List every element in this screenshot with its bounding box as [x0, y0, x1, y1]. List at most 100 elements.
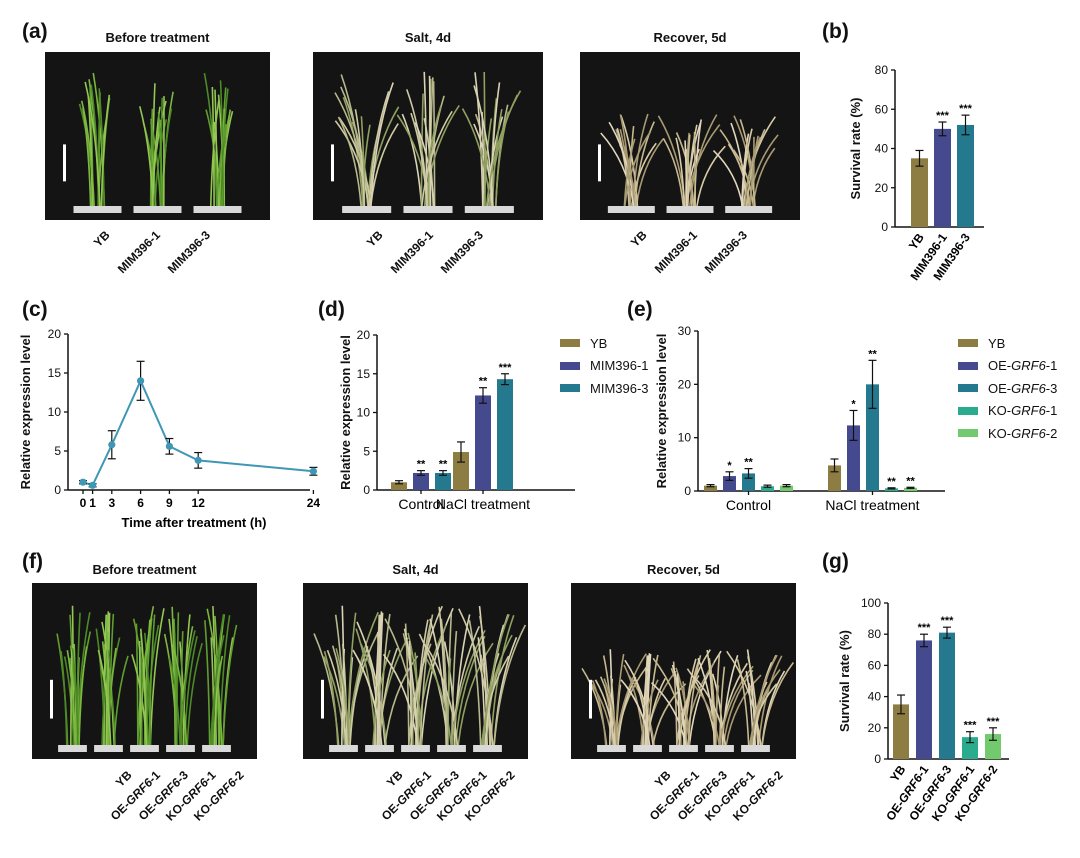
leaf — [100, 94, 111, 207]
panel-e-letter: (e) — [627, 298, 653, 321]
leaf — [410, 112, 428, 207]
leaf — [149, 108, 154, 207]
leaf — [410, 605, 443, 746]
panel-b-letter: (b) — [822, 20, 849, 43]
y-axis-label: Relative expression level — [338, 335, 353, 490]
leaf — [594, 679, 616, 746]
legend-label: KO-GRF6-1 — [988, 403, 1058, 419]
leaf — [432, 81, 436, 207]
y-axis-label: Survival rate (%) — [848, 98, 863, 200]
leaf — [623, 131, 651, 207]
photo-f1 — [32, 583, 257, 759]
legend-label: YB — [988, 335, 1006, 351]
y-tick-label: 5 — [363, 444, 370, 458]
leaf — [352, 649, 383, 746]
photo-f1-title: Before treatment — [92, 562, 197, 577]
photo-f3-title: Recover, 5d — [647, 562, 720, 577]
bar — [904, 487, 917, 491]
leaf — [211, 86, 215, 207]
leaf — [220, 88, 229, 207]
legend-swatch — [560, 361, 580, 370]
leaf — [620, 679, 651, 746]
data-point — [89, 481, 97, 489]
plant-photo-svg — [50, 605, 238, 752]
leaf — [761, 661, 795, 746]
leaf — [454, 635, 486, 746]
pot-tray — [725, 206, 773, 213]
y-tick-label: 0 — [684, 484, 691, 498]
x-tick-label: Control — [398, 496, 443, 512]
bar — [957, 124, 974, 227]
photo-a2-title: Salt, 4d — [404, 30, 452, 45]
leaf — [494, 111, 510, 207]
significance-label: * — [727, 460, 732, 472]
data-point — [79, 478, 87, 486]
leaf — [671, 664, 686, 746]
legend-d-mim396-1: MIM396-1 — [560, 355, 649, 378]
leaf — [642, 655, 650, 746]
leaf — [323, 656, 346, 746]
leaf — [179, 630, 196, 746]
photo-f2-title: Salt, 4d — [392, 562, 439, 577]
leaf — [689, 114, 718, 207]
leaf — [651, 682, 687, 746]
leaf — [354, 109, 366, 207]
pot-tray — [342, 206, 392, 213]
pot-tray — [130, 745, 159, 752]
pot-tray — [58, 745, 87, 752]
leaf — [623, 138, 636, 207]
leaf — [70, 648, 73, 746]
data-point — [165, 442, 173, 450]
leaf — [171, 606, 176, 746]
a1-label-mim396-1: MIM396-1 — [114, 228, 163, 277]
pot-tray — [133, 206, 182, 213]
leaf — [744, 136, 762, 207]
leaf — [349, 646, 369, 746]
legend-e-item: KO-GRF6-2 — [958, 422, 1057, 445]
leaf — [609, 675, 616, 746]
scale-bar — [50, 679, 53, 719]
leaf — [741, 133, 750, 207]
legend-label: YB — [590, 335, 608, 351]
y-axis-label: Survival rate (%) — [837, 630, 852, 732]
a1-label-yb: YB — [91, 228, 113, 250]
bar — [435, 472, 451, 490]
bar — [916, 640, 932, 759]
bar — [704, 485, 717, 491]
leaf — [710, 668, 717, 746]
photo-a1-title: Before treatment — [105, 30, 210, 45]
pot-tray — [202, 745, 231, 752]
pot-tray — [597, 745, 626, 752]
panel-f-letter: (f) — [22, 550, 43, 573]
legend-swatch — [958, 339, 978, 348]
y-tick-label: 20 — [357, 328, 371, 342]
leaf — [483, 118, 493, 207]
y-tick-label: 0 — [54, 483, 61, 497]
significance-label: *** — [499, 362, 513, 374]
leaf — [409, 646, 414, 746]
x-tick-label: NaCl treatment — [436, 496, 530, 512]
leaf — [662, 137, 685, 207]
y-tick-label: 30 — [678, 324, 692, 338]
significance-label: ** — [887, 476, 896, 488]
leaf — [384, 655, 419, 746]
leaf — [652, 683, 687, 746]
significance-label: *** — [959, 103, 973, 115]
y-tick-label: 0 — [874, 752, 881, 766]
significance-label: ** — [744, 457, 753, 469]
legend-e: YB OE-GRF6-1 OE-GRF6-3 KO-GRF6-1 KO-GRF6-2 — [958, 332, 1057, 445]
y-axis-label: Relative expression level — [18, 335, 33, 490]
data-point — [108, 441, 116, 449]
pot-tray — [403, 206, 453, 213]
leaf — [377, 631, 380, 746]
y-tick-label: 40 — [875, 142, 889, 156]
pot-tray — [464, 206, 514, 213]
scale-bar — [331, 144, 334, 182]
leaf — [370, 82, 394, 207]
leaf — [106, 631, 109, 746]
pot-tray — [473, 745, 502, 752]
a2-label-mim396-3: MIM396-3 — [437, 228, 486, 277]
leaf — [687, 655, 702, 746]
leaf — [719, 129, 751, 207]
